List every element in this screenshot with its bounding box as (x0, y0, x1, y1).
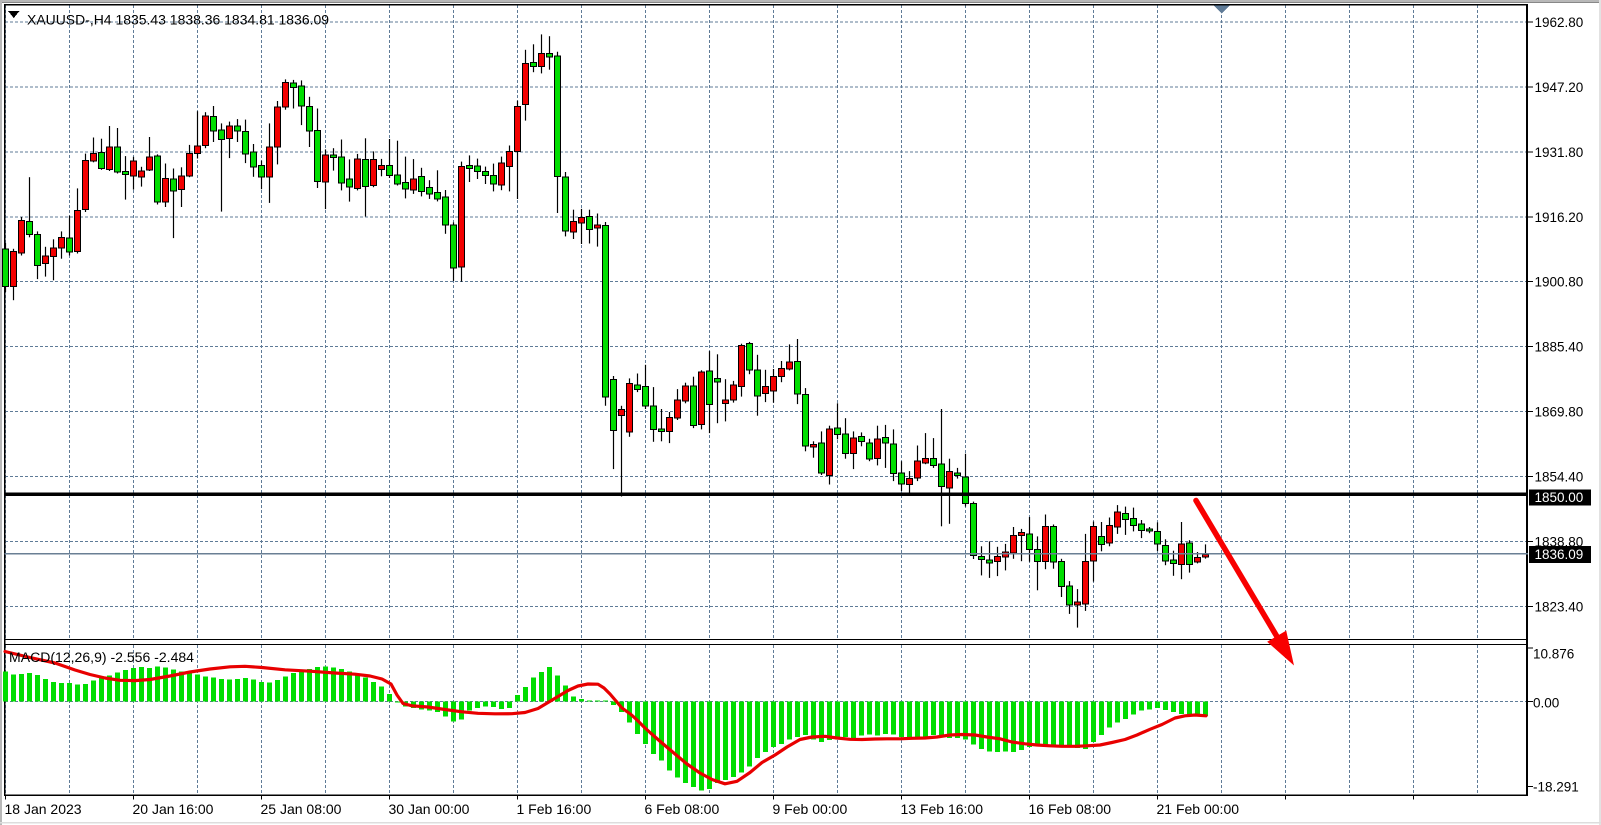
svg-text:-18.291: -18.291 (1533, 779, 1579, 794)
svg-text:1850.00: 1850.00 (1535, 490, 1584, 505)
svg-text:25 Jan 08:00: 25 Jan 08:00 (261, 801, 342, 817)
svg-text:1931.80: 1931.80 (1535, 145, 1584, 160)
svg-text:1947.20: 1947.20 (1535, 80, 1584, 95)
svg-text:21 Feb 00:00: 21 Feb 00:00 (1157, 801, 1240, 817)
svg-text:1854.40: 1854.40 (1535, 470, 1584, 485)
svg-text:1962.80: 1962.80 (1535, 15, 1584, 30)
svg-text:1836.09: 1836.09 (1535, 547, 1584, 562)
svg-text:20 Jan 16:00: 20 Jan 16:00 (133, 801, 214, 817)
svg-text:6 Feb 08:00: 6 Feb 08:00 (645, 801, 720, 817)
svg-text:1916.20: 1916.20 (1535, 210, 1584, 225)
svg-text:1838.80: 1838.80 (1535, 534, 1584, 549)
svg-text:1869.80: 1869.80 (1535, 405, 1584, 420)
svg-text:MACD(12,26,9) -2.556 -2.484: MACD(12,26,9) -2.556 -2.484 (9, 650, 195, 665)
svg-text:30 Jan 00:00: 30 Jan 00:00 (389, 801, 470, 817)
svg-text:XAUUSD-,H4 1835.43 1838.36 18: XAUUSD-,H4 1835.43 1838.36 1834.81 1836.… (27, 12, 329, 28)
svg-text:1885.40: 1885.40 (1535, 340, 1584, 355)
svg-text:1900.80: 1900.80 (1535, 275, 1584, 290)
svg-text:1 Feb 16:00: 1 Feb 16:00 (517, 801, 592, 817)
svg-text:18 Jan 2023: 18 Jan 2023 (5, 801, 82, 817)
svg-text:0.00: 0.00 (1533, 695, 1559, 710)
svg-text:1823.40: 1823.40 (1535, 599, 1584, 614)
svg-text:9 Feb 00:00: 9 Feb 00:00 (773, 801, 848, 817)
svg-text:13 Feb 16:00: 13 Feb 16:00 (901, 801, 984, 817)
svg-text:10.876: 10.876 (1533, 647, 1574, 662)
svg-text:16 Feb 08:00: 16 Feb 08:00 (1029, 801, 1112, 817)
